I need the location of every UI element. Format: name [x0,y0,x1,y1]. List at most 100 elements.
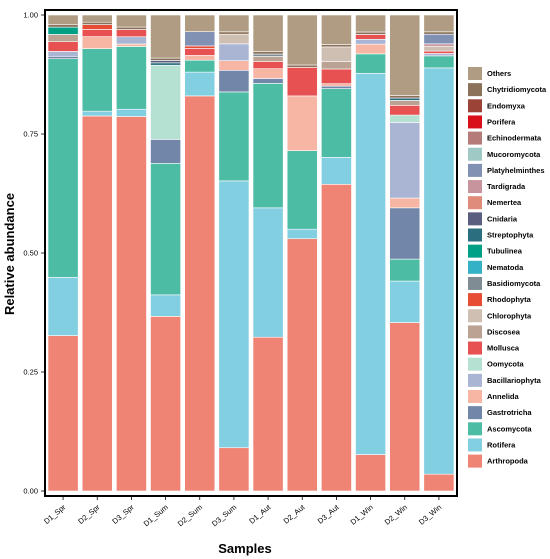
legend-swatch-streptophyta [468,228,482,242]
x-tick-label: D2_Spr [76,502,102,526]
legend-swatch-nemertea [468,196,482,210]
legend-label-chlorophyta: Chlorophyta [487,311,532,320]
x-tick-label: D1_Spr [42,502,68,526]
legend-label-tardigrada: Tardigrada [487,182,526,191]
legend-swatch-endomyxa [468,99,482,113]
bar-segment-D1_Win-chytridiomycota [355,31,386,35]
y-tick-label: 1.00 [23,11,38,20]
bar-segment-D3_Sum-others [218,14,250,33]
legend-swatch-bacillariophyta [468,373,482,387]
y-tick-label: 0.25 [23,368,38,377]
bar-segment-D2_Aut-annelida [286,95,318,151]
legend-label-chytridiomycota: Chytridiomycota [487,85,547,94]
bar-segment-D1_Spr-tubulinea [47,26,79,35]
bar-segment-D2_Win-ascomycota [389,258,421,282]
legend-label-rotifera: Rotifera [487,440,516,449]
legend-swatch-discosea [468,325,482,339]
bar-segment-D1_Sum-cnidaria [150,60,181,64]
bar-segment-D2_Win-arthropoda [389,322,421,492]
legend-label-nematoda: Nematoda [487,263,524,272]
legend-label-cnidaria: Cnidaria [487,214,518,223]
bar-segment-D2_Sum-annelida [184,55,216,61]
legend-label-others: Others [487,69,511,78]
bar-segment-D1_Aut-rotifera [252,207,284,338]
bar-segment-D2_Spr-ascomycota [81,48,113,112]
bar-segment-D3_Aut-arthropoda [321,184,352,492]
x-axis: D1_Spr D2_Spr D3_Spr D1_Sum D2_Sum D3_Sum D1_A… [42,496,443,528]
bar-segment-D2_Spr-chytridiomycota [81,21,113,25]
bar-segment-D3_Win-platyhelminthes [423,33,455,45]
bar-segment-D2_Win-rotifera [389,280,421,323]
bar-segment-D3_Win-chytridiomycota [423,31,455,35]
legend-label-mollusca: Mollusca [487,344,520,353]
legend-swatch-rotifera [468,438,482,452]
bar-segment-D1_Sum-arthropoda [150,316,181,492]
bar-segment-D3_Win-ascomycota [423,55,455,69]
legend-swatch-tubulinea [468,244,482,258]
bar-segment-D3_Win-tardigrada [423,43,455,47]
bar-segment-D3_Sum-arthropoda [218,447,250,492]
legend: Others Chytridiomycota Endomyxa Porifera Ech… [468,67,547,468]
bar-segment-D3_Win-rotifera [423,67,455,475]
bar-segment-D1_Spr-chytridiomycota [47,24,79,28]
bar-segment-D3_Sum-chytridiomycota [218,31,250,35]
bar-segment-D1_Aut-chytridiomycota [252,51,284,55]
bar-segment-D2_Sum-platyhelminthes [184,31,216,47]
bar-segment-D2_Sum-arthropoda [184,95,216,492]
legend-swatch-mollusca [468,341,482,355]
bar-segment-D1_Spr-gastrotricha [47,55,79,60]
legend-swatch-arthropoda [468,454,482,468]
bar-segment-D2_Aut-ascomycota [286,150,318,230]
bar-segment-D1_Aut-ascomycota [252,83,284,209]
x-tick-label: D3_Spr [110,502,136,526]
bar-segment-D1_Win-annelida [355,43,386,55]
bar-segment-D3_Spr-mollusca [116,29,147,38]
bar-segment-D2_Win-mollusca [389,105,421,116]
bar-segment-D1_Spr-rotifera [47,276,79,336]
legend-label-basidiomycota: Basidiomycota [487,279,541,288]
y-tick-label: 0.75 [23,130,38,139]
legend-label-gastrotricha: Gastrotricha [487,408,532,417]
legend-label-discosea: Discosea [487,327,521,336]
bar-segment-D1_Sum-gastrotricha [150,139,181,164]
bar-segment-D1_Aut-gastrotricha [252,78,284,84]
bar-segment-D1_Aut-arthropoda [252,336,284,492]
bar-segment-D3_Win-arthropoda [423,473,455,492]
legend-swatch-rhodophyta [468,293,482,307]
x-tick-label: D3_Win [417,503,443,527]
legend-label-platyhelminthes: Platyhelminthes [487,166,545,175]
bar-segment-D1_Spr-discosea [47,34,79,43]
legend-label-ascomycota: Ascomycota [487,424,532,433]
legend-label-endomyxa: Endomyxa [487,101,526,110]
legend-label-porifera: Porifera [487,117,516,126]
bar-segment-D2_Win-annelida [389,197,421,209]
bar-segment-D2_Aut-rotifera [286,228,318,240]
bar-segment-D2_Sum-mollusca [184,48,216,56]
bar-segment-D1_Spr-arthropoda [47,335,79,492]
x-tick-label: D1_Aut [247,502,273,526]
bar-segment-D1_Spr-others [47,14,79,26]
bar-segment-D2_Aut-arthropoda [286,238,318,492]
y-tick-label: 0.00 [23,487,38,496]
bar-segment-D3_Sum-annelida [218,60,250,71]
x-tick-label: D1_Win [349,503,375,527]
legend-swatch-annelida [468,390,482,403]
legend-label-mucoromycota: Mucoromycota [487,150,541,159]
x-axis-label: Samples [218,541,271,556]
bar-segment-D1_Sum-oomycota [150,64,181,140]
legend-swatch-porifera [468,115,482,129]
plot-area [44,9,458,497]
bar-segment-D3_Aut-chlorophyta [321,46,352,62]
legend-label-echinodermata: Echinodermata [487,134,542,143]
bar-segment-D1_Sum-ascomycota [150,163,181,296]
bar-segment-D2_Spr-others [81,14,113,23]
legend-label-streptophyta: Streptophyta [487,231,534,240]
legend-swatch-mucoromycota [468,147,482,161]
bar-segment-D2_Spr-annelida [81,36,113,49]
legend-swatch-platyhelminthes [468,163,482,177]
bar-segment-D3_Win-chlorophyta [423,45,455,52]
bar-segment-D1_Win-bacillariophyta [355,38,386,45]
bar-segment-D2_Win-chytridiomycota [389,95,421,99]
bar-segment-D3_Spr-others [116,14,147,28]
bar-segment-D3_Win-mollusca [423,50,455,54]
